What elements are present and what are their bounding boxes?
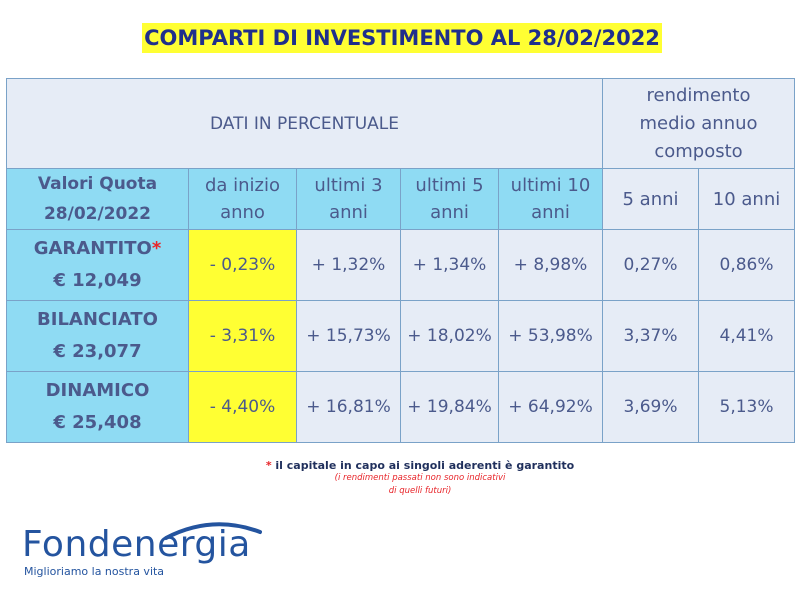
column-header-line: anni <box>430 202 469 223</box>
header-rendimento-line: medio annuo <box>639 112 758 134</box>
table-cell: 3,69% <box>602 371 699 443</box>
table-row-bilanciato: BILANCIATO € 23,077 - 3,31% + 15,73% + 1… <box>6 300 796 372</box>
investment-table: DATI IN PERCENTUALE rendimento medio ann… <box>6 78 796 443</box>
table-cell: + 64,92% <box>498 371 603 443</box>
table-cell: 0,86% <box>697 229 796 301</box>
table-cell: + 53,98% <box>498 300 603 372</box>
table-cell: 5,13% <box>697 371 796 443</box>
footnote-text: il capitale in capo ai singoli aderenti … <box>271 459 575 472</box>
table-cell: - 0,23% <box>188 229 297 301</box>
table-cell: - 3,31% <box>188 300 297 372</box>
column-header-line: ultimi 5 <box>415 175 484 196</box>
brand-tagline: Miglioriamo la nostra vita <box>24 565 165 578</box>
table-cell: 4,41% <box>697 300 796 372</box>
fund-cell: GARANTITO* € 12,049 <box>6 229 189 301</box>
fund-name: GARANTITO* <box>33 238 162 259</box>
column-header-10y: ultimi 10 anni <box>498 168 603 230</box>
header-dati-percentuale: DATI IN PERCENTUALE <box>6 78 603 169</box>
column-header-ytd: da inizio anno <box>188 168 297 230</box>
table-cell: + 16,81% <box>296 371 401 443</box>
column-header-line: ultimi 10 <box>510 175 591 196</box>
header-rendimento-line: composto <box>654 140 743 162</box>
column-header-line: da inizio <box>204 175 281 196</box>
table-cell: + 1,34% <box>400 229 499 301</box>
fund-quota-value: € 12,049 <box>53 270 142 291</box>
header-rendimento: rendimento medio annuo composto <box>601 78 796 169</box>
column-header-3y: ultimi 3 anni <box>296 168 401 230</box>
table-row-dinamico: DINAMICO € 25,408 - 4,40% + 16,81% + 19,… <box>6 371 796 443</box>
footnote-guarantee: * il capitale in capo ai singoli aderent… <box>250 459 590 472</box>
table-cell: 0,27% <box>602 229 699 301</box>
fund-quota-value: € 23,077 <box>53 341 142 362</box>
garantito-star: * <box>151 238 162 259</box>
table-cell: + 15,73% <box>296 300 401 372</box>
swoosh-icon <box>164 522 262 540</box>
fund-name: DINAMICO <box>45 380 150 401</box>
footnote-star: * <box>265 459 272 472</box>
column-header-line: Valori Quota <box>37 174 158 194</box>
footnote: * il capitale in capo ai singoli aderent… <box>250 459 590 498</box>
column-header-row: Valori Quota 28/02/2022 da inizio anno u… <box>6 168 796 230</box>
table-row-garantito: GARANTITO* € 12,049 - 0,23% + 1,32% + 1,… <box>6 229 796 301</box>
column-header-line: anni <box>329 202 368 223</box>
column-header-avg-5y: 5 anni <box>602 168 699 230</box>
header-rendimento-line: rendimento <box>646 84 751 106</box>
table-cell: + 19,84% <box>400 371 499 443</box>
brand-name: Fondenergia <box>22 524 251 565</box>
column-header-avg-10y: 10 anni <box>697 168 796 230</box>
table-header-row: DATI IN PERCENTUALE rendimento medio ann… <box>6 78 796 169</box>
column-header-line: 28/02/2022 <box>43 204 152 224</box>
column-header-line: ultimi 3 <box>314 175 383 196</box>
column-header-valori-quota: Valori Quota 28/02/2022 <box>6 168 189 230</box>
footnote-disclaimer: (i rendimenti passati non sono indicativ… <box>334 473 506 496</box>
table-cell: - 4,40% <box>188 371 297 443</box>
column-header-line: anni <box>531 202 570 223</box>
fund-cell: DINAMICO € 25,408 <box>6 371 189 443</box>
table-cell: + 1,32% <box>296 229 401 301</box>
fund-cell: BILANCIATO € 23,077 <box>6 300 189 372</box>
page-title: COMPARTI DI INVESTIMENTO AL 28/02/2022 <box>142 23 662 53</box>
table-cell: + 8,98% <box>498 229 603 301</box>
fund-quota-value: € 25,408 <box>53 412 142 433</box>
table-cell: + 18,02% <box>400 300 499 372</box>
fondenergia-logo: Fondenergia Miglioriamo la nostra vita <box>22 520 292 580</box>
table-cell: 3,37% <box>602 300 699 372</box>
fund-name: BILANCIATO <box>37 309 158 330</box>
column-header-line: anno <box>220 202 265 223</box>
column-header-5y: ultimi 5 anni <box>400 168 499 230</box>
